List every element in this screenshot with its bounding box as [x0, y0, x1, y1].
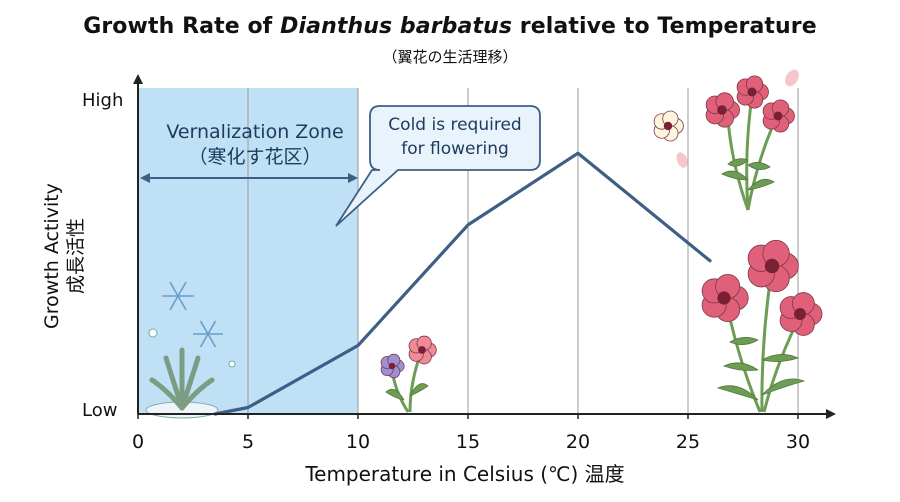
dianthus-flower-icon [702, 274, 748, 321]
y-axis-label-jp: 成長活性 [64, 183, 88, 329]
flower-leaf [386, 389, 404, 400]
callout-line1: Cold is required [388, 113, 521, 137]
x-tick-label: 30 [786, 431, 810, 453]
violet-flower-icon [381, 354, 404, 378]
x-tick-label: 0 [132, 431, 144, 453]
falling-petal-icon [782, 67, 801, 89]
callout-text: Cold is required for flowering [372, 106, 538, 168]
pink-flower-icon [409, 336, 436, 364]
zone-title: Vernalization Zone [140, 120, 370, 145]
flower-center [418, 346, 426, 354]
x-tick-label: 10 [346, 431, 370, 453]
flower-leaf [762, 354, 798, 361]
flower-center [765, 259, 779, 273]
zone-subtitle: （寒化す花区） [140, 145, 370, 170]
x-tick-label: 20 [566, 431, 590, 453]
dianthus-flower-icon [737, 76, 768, 108]
x-tick-label: 5 [242, 431, 254, 453]
flower-leaf [722, 171, 748, 180]
y-axis-label: Growth Activity 成長活性 [40, 183, 88, 329]
flower-center [664, 122, 672, 130]
dianthus-flower-icon [748, 240, 798, 292]
falling-petal-icon [675, 151, 690, 169]
snow-dot-icon [149, 329, 157, 337]
flower-center [748, 88, 757, 97]
y-axis-label-en: Growth Activity [40, 183, 64, 329]
x-tick-label: 25 [676, 431, 700, 453]
flower-center [717, 291, 730, 304]
flower-leaf [728, 159, 748, 167]
flower-center [774, 112, 783, 121]
y-tick-high: High [82, 90, 123, 111]
dianthus-flower-icon [780, 293, 822, 336]
dianthus-flower-icon [763, 100, 794, 132]
x-axis-label: Temperature in Celsius (℃) 温度 [0, 458, 900, 487]
x-tick-label: 15 [456, 431, 480, 453]
flower-center [717, 105, 727, 115]
flower-center [389, 363, 396, 370]
flower-leaf [724, 363, 758, 371]
dianthus-flower-icon [706, 93, 740, 127]
y-tick-low: Low [82, 400, 117, 421]
flower-leaf [748, 162, 770, 169]
white-flower-icon [654, 111, 683, 141]
snow-dot-icon [229, 361, 235, 367]
callout-line2: for flowering [401, 137, 509, 161]
flower-center [794, 308, 806, 320]
vernalization-zone-label: Vernalization Zone （寒化す花区） [140, 120, 370, 170]
